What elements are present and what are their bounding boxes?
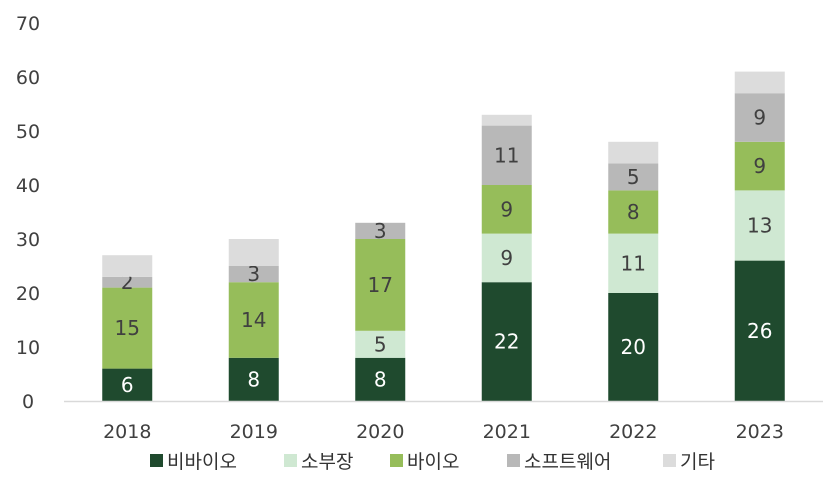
data-label: 15 bbox=[115, 316, 140, 340]
data-label: 6 bbox=[121, 373, 134, 397]
data-label: 3 bbox=[247, 262, 260, 286]
legend-label: 비바이오 bbox=[167, 451, 237, 473]
legend-label: 기타 bbox=[680, 451, 715, 473]
data-label: 11 bbox=[494, 143, 519, 167]
bar-segment bbox=[608, 293, 659, 401]
y-tick-label: 30 bbox=[16, 229, 40, 251]
bar-segment bbox=[734, 260, 785, 401]
bar-segment bbox=[734, 71, 785, 94]
bar-segment bbox=[102, 287, 153, 369]
bar-segment bbox=[734, 141, 785, 191]
data-label: 3 bbox=[374, 219, 387, 243]
bar-segment bbox=[608, 141, 659, 164]
data-label: 9 bbox=[753, 154, 766, 178]
bar-segment bbox=[481, 114, 532, 126]
bar-segment bbox=[608, 233, 659, 293]
bar-segment bbox=[102, 276, 153, 288]
bar-segment bbox=[228, 282, 279, 358]
legend-swatch bbox=[663, 454, 676, 467]
bar-segment bbox=[102, 255, 153, 277]
data-label: 17 bbox=[368, 273, 393, 297]
bar-segment bbox=[481, 282, 532, 401]
y-tick-label: 10 bbox=[16, 337, 40, 359]
data-label: 14 bbox=[241, 308, 266, 332]
data-label: 26 bbox=[747, 319, 772, 343]
bar-segment bbox=[481, 125, 532, 185]
bar-segment bbox=[355, 357, 406, 401]
data-label: 8 bbox=[627, 200, 640, 224]
y-tick-label: 20 bbox=[16, 283, 40, 305]
legend: 비바이오 소부장 바이오 소프트웨어 기타 bbox=[150, 451, 715, 473]
y-tick-label: 0 bbox=[22, 391, 34, 413]
y-axis: 0 10 20 30 40 50 60 70 bbox=[16, 13, 40, 413]
bar-segment bbox=[734, 190, 785, 261]
y-tick-label: 40 bbox=[16, 175, 40, 197]
x-tick-label: 2019 bbox=[230, 421, 278, 443]
bar-segment bbox=[481, 185, 532, 234]
data-label: 11 bbox=[621, 251, 646, 275]
data-label: 5 bbox=[374, 332, 387, 356]
x-tick-label: 2023 bbox=[736, 421, 784, 443]
data-label: 9 bbox=[500, 197, 513, 221]
x-axis: 2018 2019 2020 2021 2022 2023 bbox=[64, 400, 823, 443]
bar-segment bbox=[102, 368, 153, 401]
legend-swatch bbox=[150, 454, 163, 467]
legend-label: 소부장 bbox=[301, 451, 353, 473]
data-label: 20 bbox=[621, 335, 646, 359]
bar-segment bbox=[608, 190, 659, 234]
legend-swatch bbox=[390, 454, 403, 467]
data-label: 8 bbox=[247, 367, 260, 391]
legend-label: 바이오 bbox=[407, 451, 459, 473]
x-tick-label: 2022 bbox=[609, 421, 657, 443]
y-tick-label: 60 bbox=[16, 67, 40, 89]
data-label: 13 bbox=[747, 214, 772, 238]
bar-segment bbox=[228, 357, 279, 401]
bar-segment bbox=[228, 266, 279, 283]
legend-swatch bbox=[507, 454, 520, 467]
data-label: 5 bbox=[627, 165, 640, 189]
x-tick-label: 2020 bbox=[356, 421, 404, 443]
data-label: 8 bbox=[374, 367, 387, 391]
bar-segment bbox=[355, 239, 406, 331]
legend-label: 소프트웨어 bbox=[524, 451, 611, 473]
x-tick-label: 2018 bbox=[103, 421, 151, 443]
bar-segment bbox=[355, 330, 406, 358]
x-tick-label: 2021 bbox=[483, 421, 531, 443]
y-tick-label: 50 bbox=[16, 121, 40, 143]
data-label: 9 bbox=[753, 106, 766, 130]
data-label: 9 bbox=[500, 246, 513, 270]
legend-swatch bbox=[284, 454, 297, 467]
bar-segment bbox=[355, 222, 406, 239]
bar-segment bbox=[608, 163, 659, 191]
bar-segment bbox=[481, 233, 532, 283]
bar-segment bbox=[228, 239, 279, 266]
data-label: 22 bbox=[494, 330, 519, 354]
y-tick-label: 70 bbox=[16, 13, 40, 35]
bar-segment bbox=[734, 93, 785, 142]
